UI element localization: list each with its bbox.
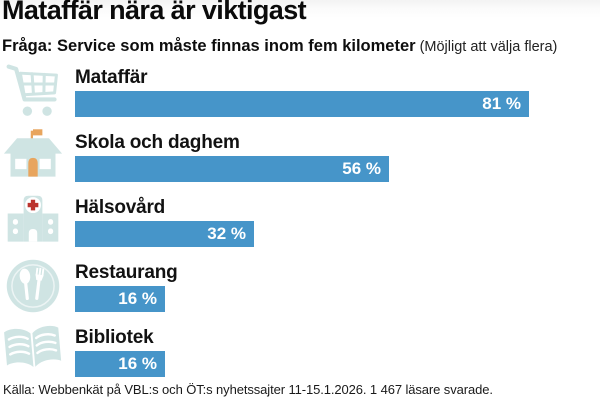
subtitle-question: Fråga: Service som måste finnas inom fem… — [2, 37, 416, 55]
chart-row: Skola och daghem 56 % — [0, 125, 600, 190]
bar-value-label: 56 % — [342, 159, 381, 178]
category-label: Restaurang — [75, 262, 178, 283]
chart-row: Restaurang 16 % — [0, 255, 600, 320]
restaurant-plate-icon — [3, 256, 63, 316]
bar: 32 % — [75, 221, 254, 247]
school-house-icon — [3, 126, 63, 186]
category-label: Hälsovård — [75, 197, 166, 218]
bar-chart: Mataffär 81 % Skola och daghem 56 % — [0, 60, 600, 385]
bar: 16 % — [75, 286, 165, 312]
shopping-cart-icon — [3, 61, 63, 121]
subtitle-note: (Möjligt att välja flera) — [419, 39, 558, 55]
category-label: Mataffär — [75, 67, 148, 88]
open-book-icon — [3, 321, 63, 381]
category-label: Bibliotek — [75, 327, 154, 348]
chart-row: Hälsovård 32 % — [0, 190, 600, 255]
chart-subtitle: Fråga: Service som måste finnas inom fem… — [2, 36, 557, 57]
bar-value-label: 16 % — [118, 289, 157, 308]
hospital-icon — [3, 191, 63, 251]
bar: 56 % — [75, 156, 389, 182]
source-note: Källa: Webbenkät på VBL:s och ÖT:s nyhet… — [3, 382, 493, 397]
chart-row: Mataffär 81 % — [0, 60, 600, 125]
category-label: Skola och daghem — [75, 132, 240, 153]
bar-value-label: 32 % — [207, 224, 246, 243]
bar-value-label: 16 % — [118, 354, 157, 373]
chart-row: Bibliotek 16 % — [0, 320, 600, 385]
chart-title: Mataffär nära är viktigast — [2, 0, 307, 25]
bar: 16 % — [75, 351, 165, 377]
bar-value-label: 81 % — [482, 94, 521, 113]
bar: 81 % — [75, 91, 529, 117]
